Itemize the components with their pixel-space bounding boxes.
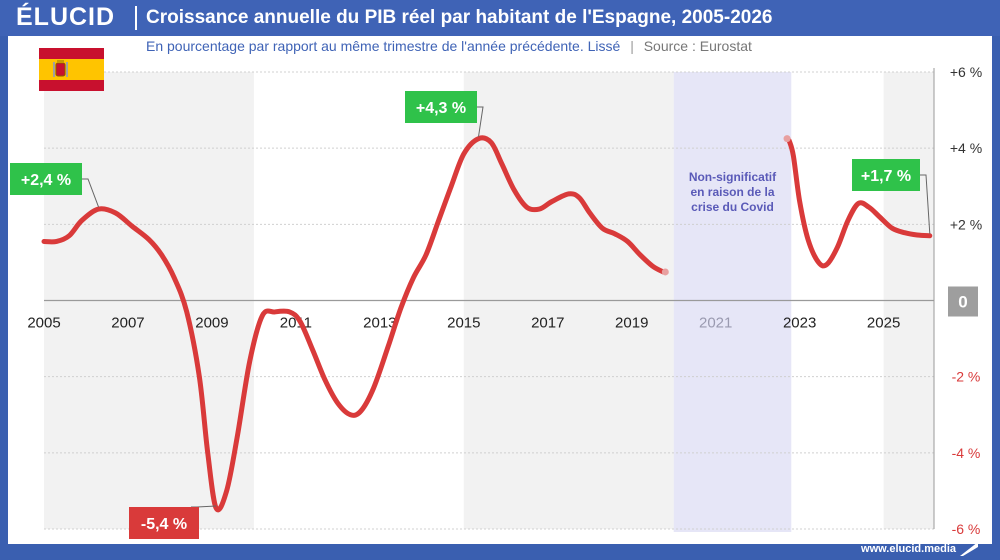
annotation-leader-3 [920, 174, 931, 234]
chart-subtitle: En pourcentage par rapport au même trime… [146, 38, 752, 54]
x-tick-label: 2023 [783, 315, 816, 332]
x-tick-label: 2015 [447, 315, 480, 332]
y-tick-label: 0 [958, 293, 967, 312]
faded-point-1 [783, 135, 791, 143]
x-tick-label: 2009 [195, 315, 228, 332]
chart-title: Croissance annuelle du PIB réel par habi… [146, 7, 773, 28]
y-tick-label: -4 % [952, 445, 981, 461]
y-tick-label: -6 % [952, 521, 981, 537]
elucid-logo[interactable]: ÉLUCID [16, 3, 116, 31]
zero-label-box [948, 286, 978, 317]
y-tick-label: -2 % [952, 369, 981, 385]
x-tick-label: 2021 [699, 315, 732, 332]
annotation-label: +1,7 % [861, 168, 911, 185]
logo-separator [135, 6, 137, 30]
annotation-box-1 [129, 507, 199, 539]
y-tick-label: +6 % [950, 64, 982, 80]
elucid-mark-icon [960, 542, 978, 556]
source-text: Source : Eurostat [643, 38, 752, 54]
annotation-leader-0 [82, 178, 100, 208]
annotation-box-3 [852, 159, 920, 191]
covid-note: Non-significatif en raison de la crise du … [689, 170, 777, 214]
x-tick-label: 2017 [531, 315, 564, 332]
annotation-label: +4,3 % [416, 100, 466, 117]
subtitle-text: En pourcentage par rapport au même trime… [146, 38, 621, 54]
annotation-label: -5,4 % [141, 516, 187, 533]
y-tick-label: +4 % [950, 140, 982, 156]
series-line-segment-1 [786, 138, 933, 269]
header-bar: ÉLUCID Croissance annuelle du PIB réel p… [0, 0, 1000, 36]
spain-flag-icon [39, 48, 104, 91]
x-tick-label: 2025 [867, 315, 900, 332]
x-tick-label: 2019 [615, 315, 648, 332]
annotation-box-0 [10, 163, 82, 195]
y-tick-label: +2 % [950, 216, 982, 232]
x-tick-label: 2007 [111, 315, 144, 332]
annotation-leader-2 [477, 106, 484, 137]
x-tick-label: 2005 [27, 315, 60, 332]
series-line-segment-0 [41, 135, 666, 513]
covid-band [673, 72, 792, 532]
annotation-label: +2,4 % [21, 172, 71, 189]
annotation-box-2 [405, 91, 477, 123]
subtitle-separator: | [630, 38, 634, 54]
x-tick-label: 2013 [363, 315, 396, 332]
faded-point-0 [661, 268, 669, 276]
chart-canvas: +6 % +4 % +2 % 0 -2 % -4 % -6 % 2005 2007 2009 201… [10, 64, 982, 539]
footer-url[interactable]: www.elucid.media [861, 543, 956, 555]
